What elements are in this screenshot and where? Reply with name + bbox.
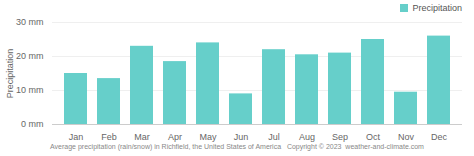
- svg-text:Oct: Oct: [366, 132, 381, 142]
- html-text:Average precipitation (rain/sn: Average precipitation (rain/snow) in Ric…: [50, 143, 424, 150]
- svg-text:Sep: Sep: [332, 132, 348, 142]
- svg-text:Feb: Feb: [101, 132, 117, 142]
- svg-text:Apr: Apr: [168, 132, 182, 142]
- svg-text:10 mm: 10 mm: [16, 85, 44, 95]
- svg-text:20 mm: 20 mm: [16, 51, 44, 61]
- svg-text:Mar: Mar: [134, 132, 150, 142]
- svg-text:Jun: Jun: [234, 132, 249, 142]
- svg-text:Dec: Dec: [431, 132, 448, 142]
- svg-text:Precipitation: Precipitation: [5, 49, 15, 99]
- svg-text:0 mm: 0 mm: [21, 119, 44, 129]
- svg-text:30 mm: 30 mm: [16, 17, 44, 27]
- svg-text:Aug: Aug: [299, 132, 315, 142]
- svg-text:Jan: Jan: [69, 132, 84, 142]
- svg-text:May: May: [199, 132, 217, 142]
- svg-text:Nov: Nov: [398, 132, 415, 142]
- html-text:Precipitation: Precipitation: [412, 2, 462, 13]
- svg-text:Jul: Jul: [268, 132, 280, 142]
